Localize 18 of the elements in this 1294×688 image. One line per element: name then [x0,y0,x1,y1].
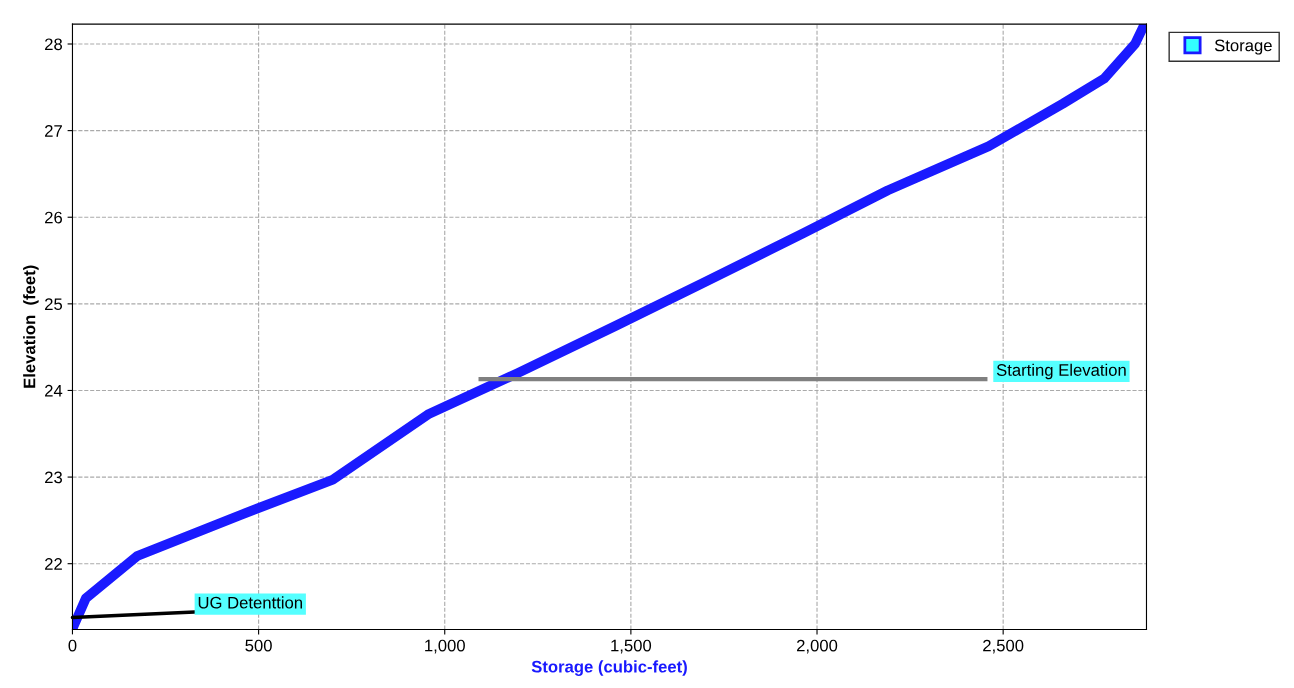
x-tick-label: 500 [245,639,272,652]
y-tick-label: 24 [45,384,63,397]
y-tick-label: 27 [45,125,62,137]
y-tick-label: 25 [45,298,63,311]
y-tick-label: 26 [45,211,63,224]
annotation: UG Detenttion [198,596,302,609]
x-tick-label: 1,500 [611,639,652,654]
x-tick-label: 0 [68,639,77,652]
legend-label: Storage [1214,39,1272,55]
x-tick-label: 1,000 [425,639,465,654]
y-tick-label: 22 [45,558,62,570]
y-tick-label: 23 [45,471,63,484]
y-axis-title: Elevation (feet) [23,265,39,388]
x-tick-label: 2,500 [983,639,1024,654]
x-tick-label: 2,000 [797,639,838,654]
y-tick-label: 28 [45,38,63,51]
ref-line-label: Starting Elevation [996,363,1126,380]
x-axis-title: Storage (cubic-feet) [531,660,687,676]
